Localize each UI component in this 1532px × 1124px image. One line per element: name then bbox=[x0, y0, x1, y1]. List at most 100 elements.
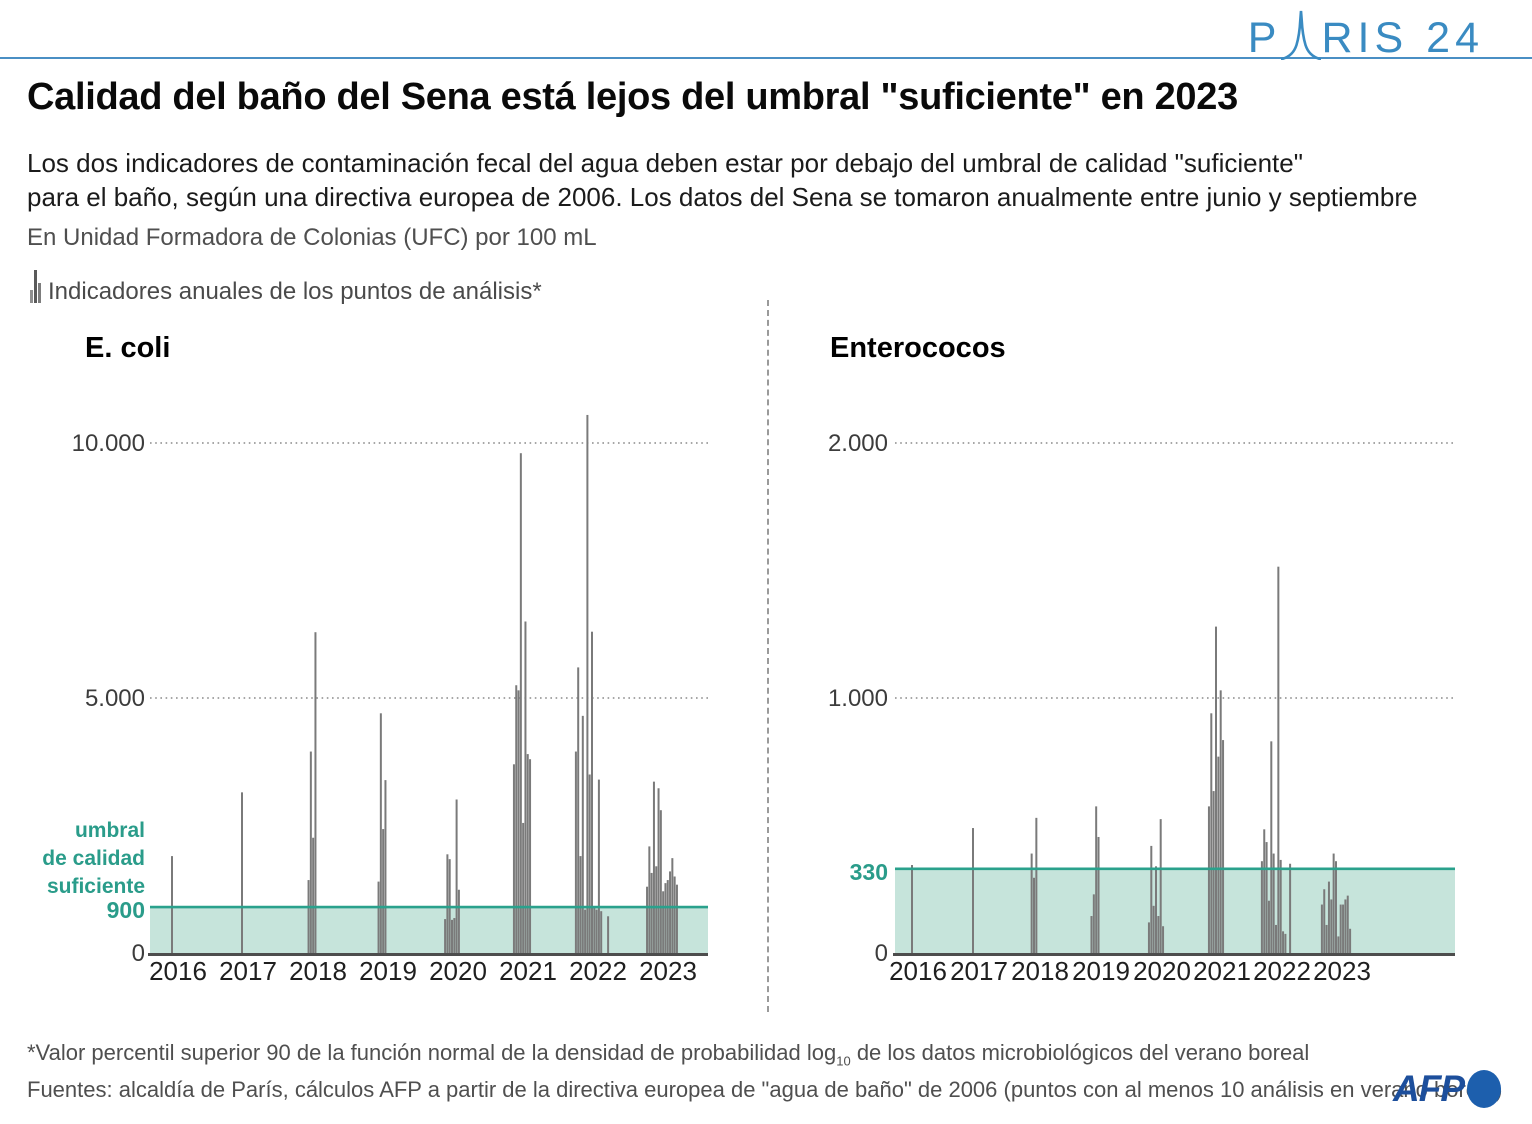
eiffel-tower-icon bbox=[1281, 10, 1322, 60]
x-axis-year-label: 2017 bbox=[219, 956, 277, 986]
data-point-bar bbox=[1277, 566, 1280, 953]
data-point-bar bbox=[597, 779, 600, 953]
x-axis-year-label: 2016 bbox=[889, 956, 947, 986]
data-point-bar bbox=[377, 881, 380, 953]
data-point-bar bbox=[1327, 881, 1330, 953]
y-axis-label: 10.000 bbox=[72, 430, 145, 457]
footnote-text: *Valor percentil superior 90 de la funci… bbox=[27, 1040, 837, 1065]
data-point-bar bbox=[1320, 904, 1323, 953]
data-point-bar bbox=[512, 764, 515, 953]
data-point-bar bbox=[382, 829, 385, 953]
legend-label: Indicadores anuales de los puntos de aná… bbox=[48, 278, 542, 305]
y-axis-label: 2.000 bbox=[828, 430, 888, 457]
data-point-bar bbox=[451, 919, 453, 953]
data-point-bar bbox=[1162, 926, 1165, 953]
data-point-bar bbox=[1275, 924, 1277, 953]
x-axis-year-label: 2018 bbox=[289, 956, 347, 986]
x-axis-year-label: 2017 bbox=[950, 956, 1008, 986]
spike-bars-icon bbox=[30, 270, 41, 303]
data-point-bar bbox=[309, 751, 312, 953]
footnote-subscript: 10 bbox=[836, 1053, 851, 1069]
data-point-bar bbox=[588, 774, 591, 953]
sources-line: Fuentes: alcaldía de París, cálculos AFP… bbox=[27, 1077, 1503, 1102]
subtitle-line-1: Los dos indicadores de contaminación fec… bbox=[27, 148, 1303, 178]
data-point-bar bbox=[1339, 904, 1342, 953]
threshold-value-label: 330 bbox=[850, 859, 888, 885]
footnote: *Valor percentil superior 90 de la funci… bbox=[27, 1040, 1309, 1068]
data-point-bar bbox=[1332, 853, 1335, 953]
logo-number-24: 24 bbox=[1426, 14, 1484, 62]
legend: Indicadores anuales de los puntos de aná… bbox=[30, 270, 542, 305]
data-point-bar bbox=[595, 909, 598, 953]
data-point-bar bbox=[1215, 626, 1217, 953]
data-point-bar bbox=[1270, 741, 1273, 953]
data-point-bar bbox=[646, 886, 649, 953]
data-point-bar bbox=[1267, 900, 1270, 953]
data-point-bar bbox=[675, 884, 678, 953]
data-point-bar bbox=[1325, 924, 1328, 953]
chart-title-enterococos: Enterococos bbox=[830, 332, 1006, 364]
data-point-bar bbox=[1092, 894, 1095, 953]
data-point-bar bbox=[1159, 819, 1162, 953]
x-axis-year-label: 2021 bbox=[1193, 956, 1251, 986]
data-point-bar bbox=[524, 621, 527, 953]
data-point-bar bbox=[1265, 842, 1268, 953]
page-subtitle: Los dos indicadores de contaminación fec… bbox=[27, 146, 1418, 214]
data-point-bar bbox=[1279, 859, 1282, 953]
data-point-bar bbox=[1210, 713, 1213, 953]
data-point-bar bbox=[1212, 791, 1215, 953]
data-point-bar bbox=[379, 713, 382, 953]
data-point-bar bbox=[577, 667, 580, 953]
data-point-bar bbox=[519, 453, 522, 953]
x-axis-year-label: 2022 bbox=[569, 956, 627, 986]
data-point-bar bbox=[1284, 933, 1287, 953]
data-point-bar bbox=[1335, 861, 1337, 953]
data-point-bar bbox=[455, 799, 458, 953]
data-point-bar bbox=[1349, 928, 1352, 953]
data-point-bar bbox=[1323, 889, 1326, 953]
footnote-text-end: de los datos microbiológicos del verano … bbox=[850, 1040, 1310, 1065]
data-point-bar bbox=[1207, 806, 1210, 953]
threshold-note-line: suficiente bbox=[47, 875, 145, 898]
data-point-bar bbox=[1150, 845, 1153, 953]
data-point-bar bbox=[1147, 922, 1150, 953]
data-point-bar bbox=[650, 872, 653, 953]
data-point-bar bbox=[664, 883, 667, 953]
afp-logo-text: AFP bbox=[1393, 1068, 1465, 1109]
data-point-bar bbox=[581, 715, 584, 953]
data-point-bar bbox=[1035, 817, 1038, 953]
data-point-bar bbox=[659, 810, 662, 953]
data-point-bar bbox=[586, 414, 589, 953]
data-point-bar bbox=[1030, 853, 1033, 953]
logo-letter-p: P bbox=[1247, 14, 1282, 62]
afp-logo: AFP bbox=[1393, 1068, 1501, 1110]
data-point-bar bbox=[655, 866, 658, 953]
data-point-bar bbox=[669, 871, 672, 953]
y-axis-zero-label: 0 bbox=[132, 940, 145, 967]
data-point-bar bbox=[666, 880, 669, 953]
data-point-bar bbox=[1090, 916, 1093, 953]
data-point-bar bbox=[529, 759, 532, 953]
afp-logo-globe-icon bbox=[1467, 1070, 1501, 1108]
data-point-bar bbox=[972, 828, 974, 953]
data-point-bar bbox=[453, 918, 456, 953]
data-point-bar bbox=[522, 822, 525, 953]
x-axis-year-label: 2018 bbox=[1011, 956, 1069, 986]
data-point-bar bbox=[607, 916, 610, 953]
y-axis-label: 1.000 bbox=[828, 685, 888, 712]
data-point-bar bbox=[1217, 756, 1220, 953]
data-point-bar bbox=[314, 632, 317, 953]
logo-letters-ris: RIS bbox=[1321, 14, 1409, 62]
data-point-bar bbox=[1033, 877, 1035, 953]
x-axis-year-label: 2022 bbox=[1253, 956, 1311, 986]
data-point-bar bbox=[673, 876, 676, 953]
threshold-note-line: umbral bbox=[75, 819, 145, 842]
chart-title-ecoli: E. coli bbox=[85, 332, 171, 364]
data-point-bar bbox=[1272, 853, 1275, 953]
data-point-bar bbox=[1330, 899, 1333, 953]
y-axis-label: 5.000 bbox=[85, 685, 145, 712]
data-point-bar bbox=[652, 781, 655, 953]
x-axis-year-label: 2019 bbox=[1072, 956, 1130, 986]
